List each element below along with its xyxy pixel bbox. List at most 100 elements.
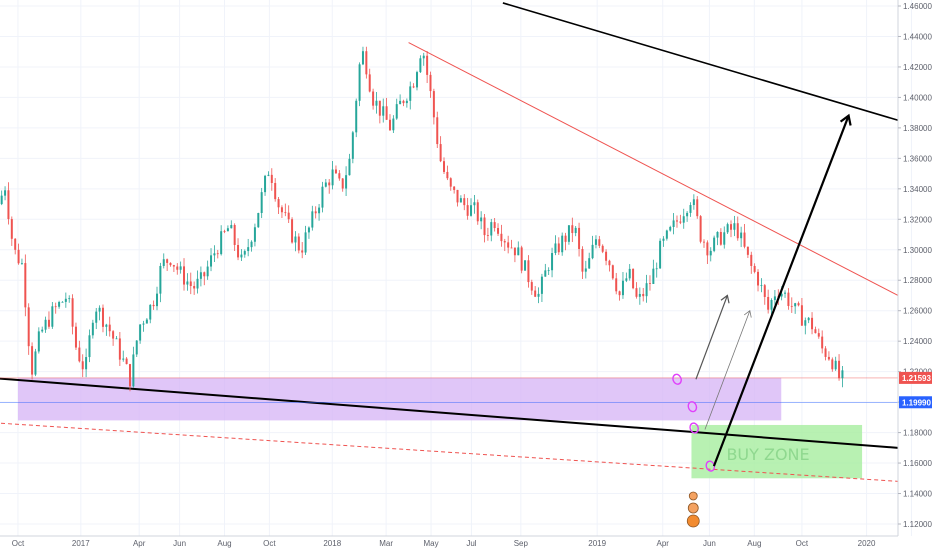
candle-body	[321, 186, 324, 208]
candle-body	[841, 370, 844, 379]
y-tick-label: 1.40000	[903, 93, 932, 102]
candle-body	[314, 211, 317, 214]
candle-body	[760, 285, 763, 286]
candle-body	[527, 260, 530, 283]
candle-body	[230, 225, 233, 229]
candle-body	[797, 303, 800, 306]
candle-body	[105, 324, 108, 327]
y-tick-label: 1.42000	[903, 63, 932, 72]
candle-body	[635, 288, 638, 297]
candle-body	[243, 251, 246, 255]
lower-dashed-line	[0, 422, 899, 482]
candle-body	[318, 207, 321, 214]
candle-body	[101, 307, 104, 327]
candle-body	[51, 306, 54, 327]
candle-body	[284, 212, 287, 214]
candle-body	[37, 331, 40, 352]
projection-arrow-main	[712, 115, 850, 467]
candle-body	[669, 226, 672, 231]
candle-body	[328, 182, 331, 186]
x-tick-label: Apr	[133, 539, 146, 548]
candle-body	[814, 329, 817, 334]
highlight-circle	[689, 422, 699, 434]
candle-body	[382, 106, 385, 116]
candle-body	[210, 255, 213, 267]
candle-body	[780, 293, 783, 297]
candle-body	[713, 237, 716, 251]
candle-body	[436, 117, 439, 145]
marker-dot-mid	[687, 502, 699, 514]
candle-body	[10, 219, 13, 239]
candle-body	[253, 227, 256, 242]
resistance-trend-line	[408, 42, 899, 296]
candle-body	[466, 205, 469, 216]
candle-body	[767, 296, 770, 310]
candle-body	[628, 268, 631, 279]
projection-arrow-small-1-head	[720, 294, 730, 304]
candle-body	[47, 319, 50, 327]
highlight-circle	[672, 373, 682, 385]
chart-zones: BUY ZONE	[17, 377, 863, 479]
candle-body	[702, 241, 705, 243]
candle-body	[794, 303, 797, 307]
candle-body	[567, 225, 570, 242]
candle-body	[159, 265, 162, 294]
y-tick-label: 1.18000	[903, 429, 932, 438]
candle-body	[709, 250, 712, 256]
candle-body	[108, 324, 111, 332]
chart-grid	[0, 0, 912, 536]
candle-body	[564, 235, 567, 242]
candle-body	[338, 173, 341, 179]
candle-body	[372, 91, 375, 106]
candle-body	[250, 241, 253, 248]
candle-body	[696, 199, 699, 217]
candle-body	[341, 178, 344, 189]
candle-body	[621, 280, 624, 296]
candle-body	[429, 74, 432, 92]
candle-body	[156, 293, 159, 307]
candle-body	[64, 298, 67, 302]
candle-body	[304, 232, 307, 253]
candle-body	[689, 205, 692, 213]
candle-body	[27, 307, 30, 347]
candle-body	[20, 263, 23, 264]
candle-body	[490, 222, 493, 236]
candle-body	[753, 265, 756, 272]
candle-body	[311, 211, 314, 228]
candle-body	[17, 249, 20, 264]
x-tick-label: Sep	[514, 539, 529, 548]
candle-body	[811, 317, 814, 330]
candle-body	[827, 356, 830, 360]
candle-body	[540, 276, 543, 294]
candle-body	[199, 272, 202, 279]
candle-body	[145, 319, 148, 324]
long-term-trend-line	[502, 2, 899, 122]
candle-body	[88, 335, 91, 358]
candle-body	[446, 171, 449, 179]
candle-body	[773, 296, 776, 300]
candle-body	[358, 64, 361, 101]
candle-body	[807, 317, 810, 321]
candle-body	[480, 217, 483, 222]
event-marker-icon	[686, 491, 700, 528]
candle-body	[68, 298, 71, 300]
candle-body	[274, 182, 277, 200]
candle-body	[260, 192, 263, 214]
candle-body	[824, 348, 827, 357]
marker-dot-top	[688, 491, 698, 501]
candle-body	[375, 100, 378, 106]
candle-body	[638, 293, 641, 297]
candle-body	[81, 361, 84, 370]
x-tick-label: Aug	[747, 539, 761, 548]
projection-arrow-small-2-head	[743, 310, 752, 318]
candle-body	[544, 270, 547, 277]
candle-body	[719, 231, 722, 245]
candle-body	[183, 266, 186, 285]
candle-body	[399, 100, 402, 105]
candle-body	[672, 220, 675, 227]
candle-body	[85, 357, 88, 370]
candle-body	[301, 250, 304, 253]
candle-body	[233, 225, 236, 245]
x-tick-label: 2020	[858, 539, 876, 548]
